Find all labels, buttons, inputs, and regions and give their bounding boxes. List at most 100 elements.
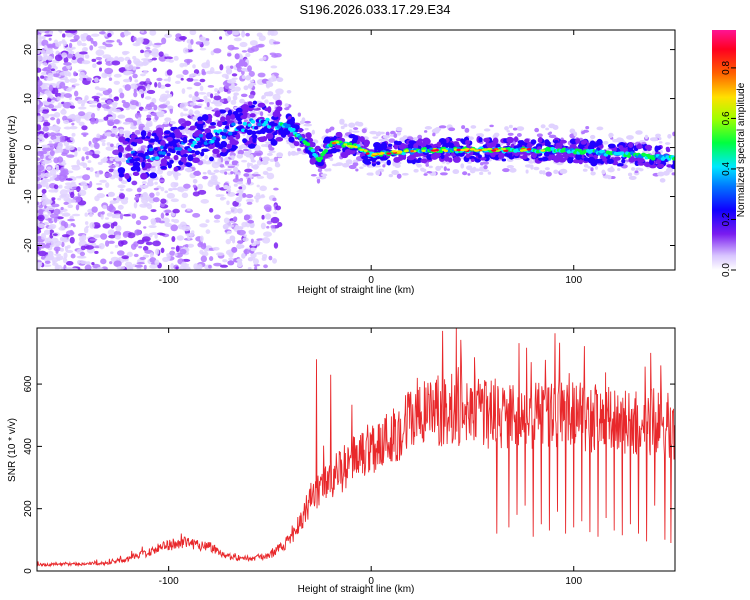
ridge-band <box>569 138 578 145</box>
ridge-core <box>232 131 238 135</box>
noise-blob <box>160 186 165 192</box>
noise-blob <box>93 40 98 47</box>
noise-blob <box>233 183 238 187</box>
noise-blob <box>70 50 75 55</box>
noise-blob <box>91 33 100 37</box>
ridge-band <box>138 156 144 162</box>
noise-blob <box>245 198 254 203</box>
noise-blob <box>225 238 231 245</box>
noise-blob <box>173 55 179 61</box>
ridge-core <box>671 157 675 161</box>
noise-blob <box>238 59 246 67</box>
noise-blob <box>325 128 330 134</box>
ridge-band <box>572 159 580 163</box>
noise-blob <box>122 101 131 108</box>
noise-blob <box>247 65 252 72</box>
noise-blob <box>60 92 66 96</box>
ridge-band <box>169 159 174 164</box>
ridge-band <box>201 148 209 153</box>
noise-blob <box>329 157 334 162</box>
noise-blob <box>100 158 107 164</box>
ridge-core <box>228 131 233 136</box>
noise-blob <box>231 246 238 253</box>
noise-blob <box>45 207 50 213</box>
noise-blob <box>275 205 282 211</box>
ridge-core <box>172 144 178 148</box>
noise-blob <box>305 123 313 127</box>
noise-blob <box>658 141 663 144</box>
ridge-band <box>387 143 393 148</box>
ridge-band <box>414 159 423 163</box>
ridge-band <box>280 130 287 138</box>
ridge-core <box>550 147 555 151</box>
noise-blob <box>110 143 114 148</box>
noise-blob <box>424 126 433 130</box>
noise-blob <box>452 169 460 175</box>
noise-blob <box>80 34 84 39</box>
noise-blob <box>401 172 409 176</box>
noise-blob <box>250 243 257 247</box>
ridge-band <box>348 133 357 139</box>
noise-blob <box>275 88 284 95</box>
noise-blob <box>199 85 204 92</box>
noise-blob <box>320 173 328 177</box>
noise-blob <box>607 167 615 173</box>
noise-blob <box>37 157 41 162</box>
ridge-band <box>219 151 228 157</box>
noise-blob <box>67 87 76 90</box>
ridge-band <box>297 127 303 133</box>
noise-blob <box>86 77 92 82</box>
noise-blob <box>250 238 254 244</box>
noise-blob <box>63 126 72 130</box>
ridge-band <box>132 164 140 170</box>
noise-blob <box>462 171 468 176</box>
ridge-band <box>149 172 158 179</box>
ridge-band <box>194 150 201 156</box>
noise-blob <box>61 152 68 157</box>
noise-blob <box>504 126 509 131</box>
noise-blob <box>131 180 138 186</box>
noise-blob <box>627 172 633 177</box>
noise-blob <box>649 137 658 142</box>
noise-blob <box>53 246 62 252</box>
noise-blob <box>65 189 74 193</box>
noise-blob <box>122 78 131 83</box>
noise-blob <box>131 213 137 219</box>
noise-blob <box>214 179 218 186</box>
noise-blob <box>146 117 152 121</box>
ridge-core <box>231 122 236 127</box>
noise-blob <box>259 185 267 192</box>
noise-blob <box>114 163 120 167</box>
noise-blob <box>193 170 202 176</box>
noise-blob <box>107 229 115 236</box>
noise-blob <box>62 40 67 47</box>
noise-blob <box>41 109 50 114</box>
noise-blob <box>150 218 157 224</box>
noise-blob <box>104 73 108 77</box>
noise-blob <box>44 237 48 244</box>
top-xtick-label: 0 <box>368 275 374 286</box>
noise-blob <box>241 50 248 53</box>
noise-blob <box>39 150 48 155</box>
ridge-hotspot <box>473 149 480 152</box>
ridge-band <box>118 172 124 178</box>
noise-blob <box>149 102 155 108</box>
noise-blob <box>168 188 173 192</box>
noise-blob <box>186 208 191 212</box>
noise-blob <box>394 163 401 169</box>
noise-blob <box>247 48 255 54</box>
ridge-band <box>247 101 253 106</box>
snr-frame <box>36 327 676 572</box>
noise-blob <box>245 32 250 37</box>
noise-blob <box>241 253 246 259</box>
noise-blob <box>56 118 61 125</box>
top-xlabel: Height of straight line (km) <box>298 285 415 296</box>
noise-blob <box>57 197 62 201</box>
noise-blob <box>240 93 248 98</box>
noise-blob <box>84 97 88 103</box>
noise-blob <box>43 229 51 235</box>
noise-blob <box>70 253 76 259</box>
noise-blob <box>266 225 270 229</box>
noise-blob <box>76 185 81 193</box>
noise-blob <box>359 166 364 170</box>
